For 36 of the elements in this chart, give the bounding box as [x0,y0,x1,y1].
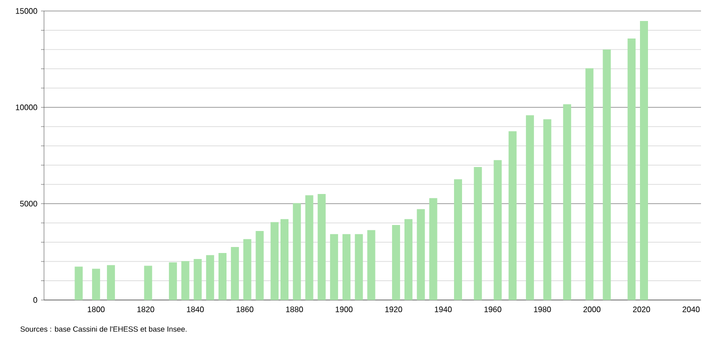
bar [602,50,611,300]
bar [270,222,279,300]
bar [354,234,363,300]
bar [404,219,412,300]
bar [292,203,301,300]
bar [181,261,190,300]
bar [526,115,534,300]
bar [256,231,264,300]
bar [474,167,482,300]
bar [543,119,552,300]
bar [218,252,227,300]
bar [206,255,214,300]
bar [74,266,83,300]
bar [416,209,425,300]
bar [280,219,288,300]
bar [230,247,239,300]
bar [243,239,252,300]
bar [305,195,314,300]
bar [454,179,462,300]
bar [106,265,115,300]
bar [494,160,502,300]
bar [92,268,100,300]
bar [144,266,152,300]
bar [429,198,438,300]
bar [563,104,572,300]
bar [508,131,517,300]
bar [318,194,326,300]
bar [168,262,177,300]
bar [628,38,636,300]
bar [367,230,376,300]
bar [392,225,400,300]
bar [194,258,202,300]
bar [640,21,648,300]
bar [342,234,350,300]
bar [585,68,594,300]
bar [330,234,338,300]
